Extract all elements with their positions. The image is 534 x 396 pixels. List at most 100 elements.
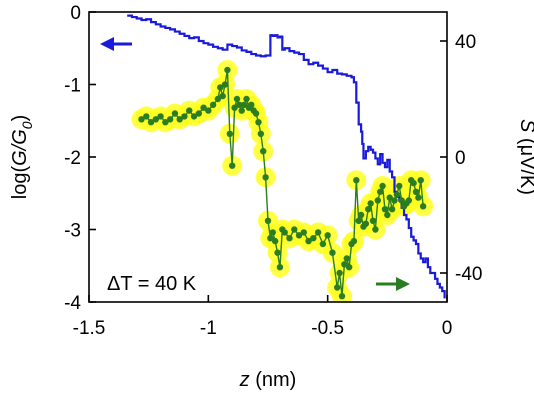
data-point: [240, 101, 248, 109]
data-point: [341, 261, 348, 268]
data-point: [276, 264, 284, 271]
data-point: [236, 101, 243, 109]
x-axis-ticks: -1.5 -1 -0.5 0: [73, 295, 453, 339]
data-point: [152, 116, 160, 123]
data-point: [319, 240, 327, 248]
data-point: [391, 197, 398, 204]
data-point: [338, 293, 346, 300]
data-point: [219, 92, 226, 100]
right-tick-label: 0: [455, 148, 466, 169]
data-point: [166, 116, 174, 123]
data-point: [357, 211, 365, 219]
data-point: [257, 130, 265, 137]
left-tick-label: -1: [64, 76, 81, 97]
data-point: [231, 104, 238, 111]
data-point: [350, 237, 358, 245]
data-point: [355, 217, 362, 224]
x-tick-label: -1: [200, 318, 217, 339]
data-point: [267, 235, 274, 242]
thermopower-points: [138, 66, 427, 300]
data-point: [417, 177, 424, 184]
x-tick-label: -0.5: [311, 318, 344, 339]
right-tick-label: -40: [455, 264, 482, 285]
data-point: [388, 206, 396, 213]
x-tick-label: -1.5: [73, 318, 106, 339]
left-tick-label: -3: [64, 221, 81, 242]
data-point: [310, 235, 317, 242]
data-point: [286, 235, 293, 242]
data-point: [226, 130, 234, 137]
left-axis-title: log(G/G0): [9, 115, 35, 200]
data-point: [393, 191, 401, 198]
data-point: [190, 113, 198, 120]
data-point: [281, 229, 288, 236]
data-point: [305, 237, 312, 245]
data-point: [291, 226, 298, 233]
data-point: [384, 211, 391, 219]
data-point: [195, 110, 202, 117]
data-point: [214, 95, 222, 103]
data-point: [329, 249, 336, 256]
data-point: [365, 206, 372, 213]
data-point: [205, 107, 212, 114]
data-point: [217, 84, 224, 91]
data-point: [379, 182, 386, 190]
data-point: [238, 107, 245, 114]
data-point: [374, 197, 381, 204]
data-point: [209, 101, 217, 109]
data-point: [176, 116, 183, 123]
left-tick-label: 0: [70, 3, 81, 24]
data-point: [405, 197, 413, 204]
data-point: [345, 264, 353, 271]
left-tick-label: -4: [64, 293, 81, 314]
data-point: [419, 203, 427, 210]
x-tick-label: 0: [442, 318, 453, 339]
data-point: [271, 237, 279, 245]
right-tick-label: 40: [455, 32, 476, 53]
left-tick-label: -2: [64, 148, 81, 169]
data-point: [353, 177, 360, 184]
delta-t-annotation: ΔT = 40 K: [107, 273, 197, 295]
data-point: [324, 232, 331, 239]
data-point: [372, 226, 379, 233]
data-point: [343, 255, 350, 262]
right-axis-arrow-icon: [376, 277, 410, 291]
data-point: [157, 113, 164, 120]
data-point: [398, 197, 405, 204]
data-point: [367, 200, 374, 207]
data-point: [295, 232, 303, 239]
data-point: [186, 107, 193, 114]
data-point: [412, 188, 420, 195]
data-point: [143, 113, 150, 120]
data-point: [181, 113, 188, 120]
data-point: [255, 119, 262, 126]
data-point: [334, 284, 341, 291]
data-point: [171, 110, 179, 117]
conductance-trace: [127, 14, 446, 299]
data-point: [248, 101, 255, 109]
data-point: [147, 119, 155, 126]
data-point: [262, 174, 269, 181]
data-point: [243, 95, 250, 103]
data-point: [386, 194, 393, 201]
data-point: [233, 95, 241, 103]
data-point: [314, 229, 322, 236]
data-point: [362, 220, 370, 227]
left-axis-arrow-icon: [100, 37, 132, 51]
data-point: [369, 217, 377, 224]
data-point: [200, 104, 207, 111]
data-point: [300, 229, 307, 236]
data-point: [415, 194, 422, 201]
data-point: [252, 110, 260, 117]
data-point: [224, 66, 231, 74]
x-axis-title: z (nm): [239, 369, 297, 391]
right-axis-ticks: 40 0 -40: [440, 32, 482, 285]
data-point: [336, 269, 343, 277]
data-point: [269, 229, 276, 236]
data-point: [229, 162, 236, 169]
data-point: [260, 148, 267, 155]
data-point: [376, 188, 384, 195]
data-point: [381, 206, 389, 213]
data-point: [396, 182, 403, 190]
